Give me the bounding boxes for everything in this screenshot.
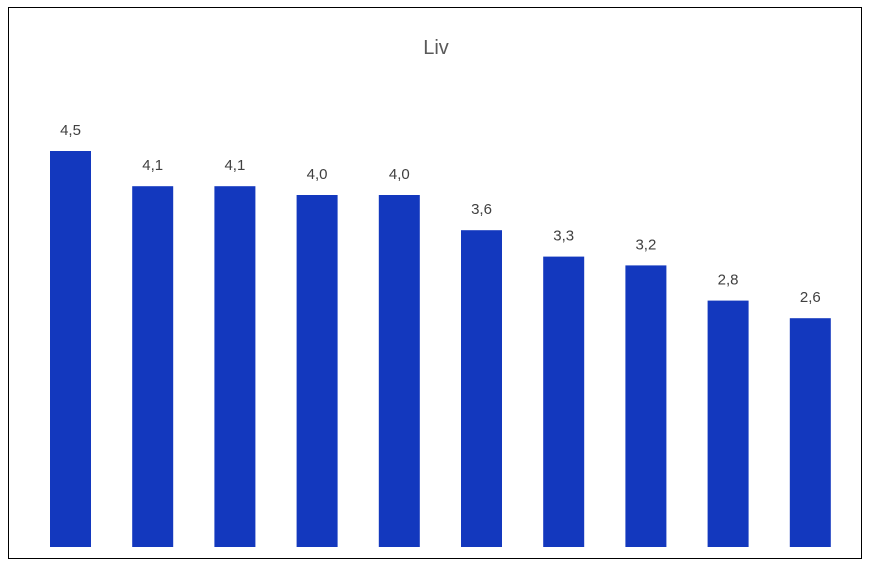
data-label-7: 3,3 — [553, 228, 574, 245]
chart-title: Liv — [423, 37, 449, 59]
bar-9 — [707, 300, 749, 547]
data-label-1: 4,5 — [60, 122, 81, 139]
data-label-9: 2,8 — [718, 272, 739, 289]
data-label-6: 3,6 — [471, 201, 492, 218]
bar-8 — [625, 265, 667, 547]
bar-3 — [214, 186, 256, 547]
bars-group — [50, 151, 831, 547]
data-label-3: 4,1 — [224, 157, 245, 174]
data-label-5: 4,0 — [389, 166, 410, 183]
data-label-10: 2,6 — [800, 289, 821, 306]
bar-6 — [461, 230, 502, 547]
bar-2 — [132, 186, 174, 547]
bar-10 — [789, 318, 831, 547]
data-labels-group: 4,5 4,1 4,1 4,0 4,0 3,6 3,3 3,2 2,8 2,6 — [60, 122, 821, 306]
data-label-2: 4,1 — [142, 157, 163, 174]
data-label-4: 4,0 — [307, 166, 328, 183]
bar-7 — [543, 256, 585, 547]
bar-4 — [296, 195, 338, 547]
data-label-8: 3,2 — [635, 236, 656, 253]
bar-1 — [50, 151, 91, 547]
bar-5 — [378, 195, 420, 547]
